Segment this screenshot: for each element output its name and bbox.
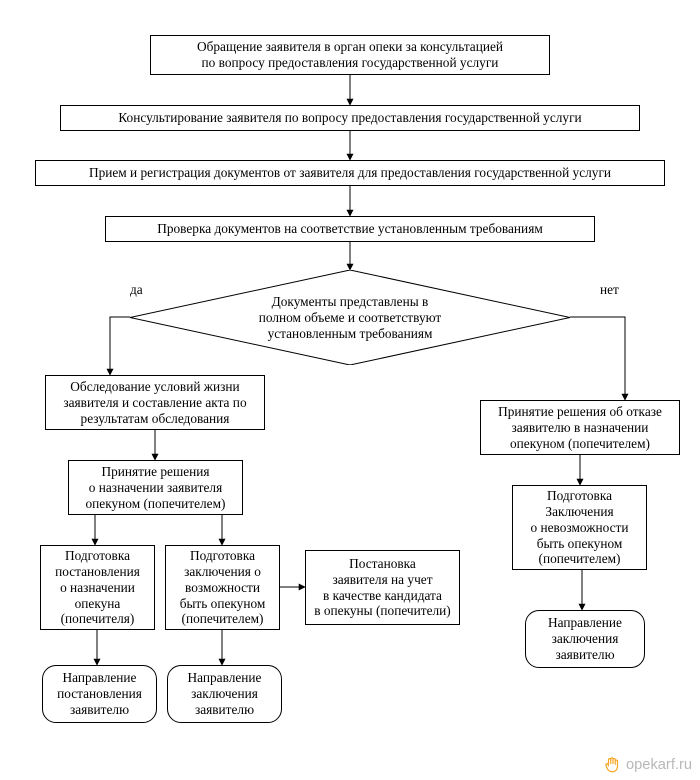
decision-no-label: нет	[600, 282, 619, 298]
node-n2: Консультирование заявителя по вопросу пр…	[60, 105, 640, 131]
node-text-n11: Постановказаявителя на учетв качестве ка…	[314, 556, 450, 620]
node-text-n10: Подготовказаключения овозможностибыть оп…	[180, 548, 266, 628]
node-text-n12: ПодготовкаЗаключенияо невозможностибыть …	[531, 488, 629, 568]
node-text-n3: Прием и регистрация документов от заявит…	[89, 165, 611, 181]
node-text-n13: Направлениепостановлениязаявителю	[57, 670, 142, 718]
node-text-n9: Подготовкапостановленияо назначенииопеку…	[55, 548, 140, 628]
node-n10: Подготовказаключения овозможностибыть оп…	[165, 545, 280, 630]
decision-n5: Документы представлены вполном объеме и …	[130, 270, 570, 365]
edge-n5-n7	[570, 317, 625, 400]
decision-yes-label: да	[130, 282, 143, 298]
node-text-n5: Документы представлены вполном объеме и …	[130, 270, 570, 365]
node-n14: Направлениезаключениязаявителю	[167, 665, 282, 723]
watermark-text: opekarf.ru	[626, 757, 692, 773]
node-text-n4: Проверка документов на соответствие уста…	[157, 221, 543, 237]
watermark: opekarf.ru	[604, 756, 692, 774]
node-text-n6: Обследование условий жизнизаявителя и со…	[63, 379, 246, 427]
node-text-n1: Обращение заявителя в орган опеки за кон…	[197, 39, 503, 71]
node-text-n8: Принятие решенияо назначении заявителяоп…	[86, 464, 226, 512]
node-n3: Прием и регистрация документов от заявит…	[35, 160, 665, 186]
node-n6: Обследование условий жизнизаявителя и со…	[45, 375, 265, 430]
node-n15: Направлениезаключениязаявителю	[525, 610, 645, 668]
node-text-n2: Консультирование заявителя по вопросу пр…	[118, 110, 581, 126]
node-n4: Проверка документов на соответствие уста…	[105, 216, 595, 242]
edge-n5-n6	[110, 317, 130, 375]
node-n11: Постановказаявителя на учетв качестве ка…	[305, 550, 460, 625]
node-text-n15: Направлениезаключениязаявителю	[548, 615, 622, 663]
node-n8: Принятие решенияо назначении заявителяоп…	[68, 460, 243, 515]
node-n13: Направлениепостановлениязаявителю	[42, 665, 157, 723]
node-n12: ПодготовкаЗаключенияо невозможностибыть …	[512, 485, 647, 570]
node-text-n14: Направлениезаключениязаявителю	[188, 670, 262, 718]
hand-icon	[604, 756, 622, 774]
node-n1: Обращение заявителя в орган опеки за кон…	[150, 35, 550, 75]
node-n9: Подготовкапостановленияо назначенииопеку…	[40, 545, 155, 630]
node-text-n7: Принятие решения об отказезаявителю в на…	[498, 404, 662, 452]
node-n7: Принятие решения об отказезаявителю в на…	[480, 400, 680, 455]
